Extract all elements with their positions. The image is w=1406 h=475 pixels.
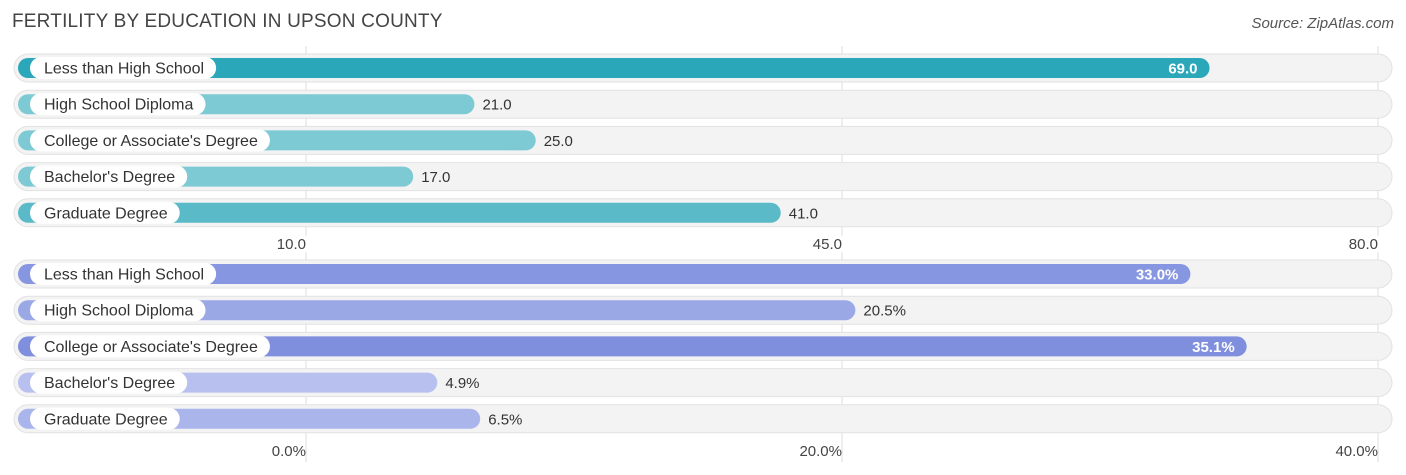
category-label: Less than High School (44, 267, 204, 284)
tick-label: 40.0% (1335, 443, 1378, 460)
value-label: 17.0 (421, 169, 450, 186)
category-label: High School Diploma (44, 303, 194, 320)
category-label-pill (30, 165, 188, 188)
tick-label: 80.0 (1349, 236, 1378, 253)
bar (18, 202, 781, 223)
category-label: College or Associate's Degree (44, 339, 258, 356)
tick-label: 20.0% (799, 443, 842, 460)
category-label-pill (30, 263, 217, 285)
bar (18, 58, 1210, 78)
category-label-pill (30, 129, 270, 152)
category-label-pill (30, 407, 180, 430)
category-label-pill (30, 93, 206, 116)
category-label-pill (30, 335, 270, 358)
category-label-pill (30, 299, 206, 322)
value-label: 35.1% (1192, 339, 1235, 356)
tick-label: 45.0 (813, 236, 842, 253)
category-label: College or Associate's Degree (44, 133, 258, 150)
category-label: High School Diploma (44, 97, 194, 114)
category-label: Less than High School (44, 61, 204, 78)
category-label: Bachelor's Degree (44, 375, 175, 392)
value-label: 33.0% (1136, 267, 1179, 284)
value-label: 6.5% (488, 411, 522, 428)
value-label: 25.0 (544, 133, 573, 150)
bar (18, 300, 856, 321)
tick-label: 10.0 (277, 236, 306, 253)
value-label: 41.0 (789, 205, 818, 222)
category-label: Graduate Degree (44, 205, 168, 222)
category-label-pill (30, 371, 188, 394)
value-label: 69.0 (1168, 61, 1197, 78)
value-label: 20.5% (863, 303, 906, 320)
bar (18, 336, 1247, 357)
chart-title: FERTILITY BY EDUCATION IN UPSON COUNTY (12, 11, 443, 32)
bar (18, 264, 1191, 284)
chart-panel-1: Less than High School 69.0 High School Dip… (13, 46, 1393, 253)
category-label: Bachelor's Degree (44, 169, 175, 186)
category-label: Graduate Degree (44, 411, 168, 428)
source-label: Source: ZipAtlas.com (1251, 15, 1394, 32)
value-label: 4.9% (445, 375, 479, 392)
category-label-pill (30, 57, 217, 79)
chart-panel-2: Less than High School 33.0% High School Di… (13, 252, 1393, 462)
value-label: 21.0 (482, 97, 511, 114)
tick-label: 0.0% (272, 443, 306, 460)
category-label-pill (30, 201, 180, 224)
